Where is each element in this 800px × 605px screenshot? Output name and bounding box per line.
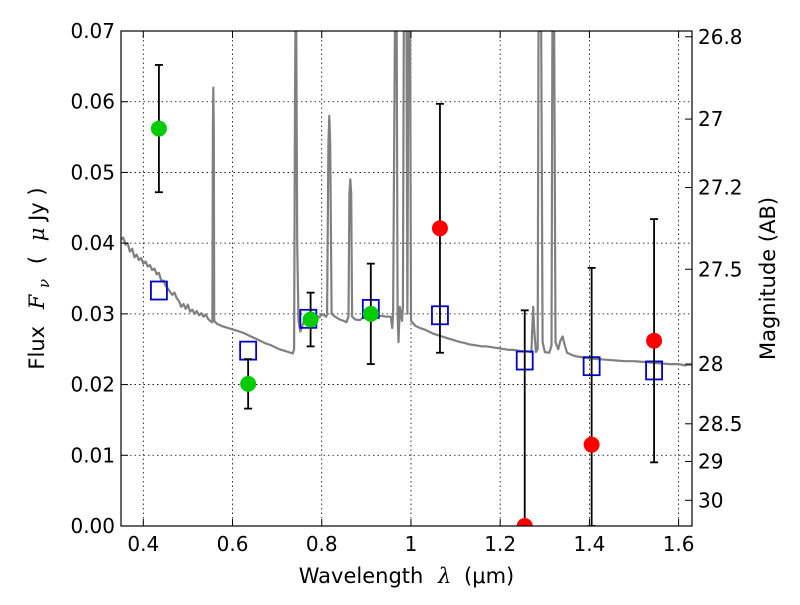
y2-tick-label: 29 bbox=[698, 450, 723, 474]
y2-tick-label: 27.2 bbox=[698, 176, 743, 200]
y-tick-label: 0.03 bbox=[70, 302, 115, 326]
y2-tick-label: 28 bbox=[698, 352, 723, 376]
y2-tick-label: 28.5 bbox=[698, 412, 743, 436]
observed-flux-point bbox=[240, 375, 257, 392]
y-tick-label: 0.06 bbox=[70, 90, 115, 114]
x-tick-label: 0.8 bbox=[306, 532, 338, 556]
x-tick-label: 1.2 bbox=[484, 532, 516, 556]
y-axis-label: Flux F ν ( μ Jy ) bbox=[25, 187, 54, 369]
observed-flux-point bbox=[431, 220, 448, 237]
x-axis-label-symbol: λ bbox=[437, 564, 451, 588]
x-tick-label: 0.6 bbox=[217, 532, 249, 556]
y-tick-label: 0.02 bbox=[70, 373, 115, 397]
x-tick-label: 1.4 bbox=[573, 532, 605, 556]
observed-flux-point bbox=[646, 332, 663, 349]
observed-flux-point bbox=[150, 120, 167, 137]
y2-tick-label: 27.5 bbox=[698, 257, 743, 281]
ticks: 0.4 0.6 0.8 1 1.2 1.4 1.6 0.00 0.01 0.02 0.03 0.04 0… bbox=[70, 19, 742, 556]
observed-flux-point bbox=[516, 518, 533, 526]
model-band-square bbox=[150, 280, 168, 301]
y-tick-label: 0.04 bbox=[70, 231, 115, 255]
observed-flux-point bbox=[583, 436, 600, 453]
x-tick-label: 1.6 bbox=[663, 532, 695, 556]
plot-frame bbox=[120, 30, 693, 527]
y-axis-label-symbol: F bbox=[25, 293, 49, 310]
y-axis-label-text: Flux bbox=[25, 326, 49, 370]
observed-flux-point bbox=[362, 305, 379, 322]
data-layer bbox=[121, 31, 692, 526]
y-axis-label-unit-open: ( bbox=[25, 256, 49, 264]
y-axis-label-unit-rest: Jy ) bbox=[25, 187, 49, 223]
y2-tick-label: 26.8 bbox=[698, 25, 743, 49]
y2-tick-label: 30 bbox=[698, 488, 723, 512]
x-tick-label: 0.4 bbox=[127, 532, 159, 556]
x-tick-label: 1 bbox=[405, 532, 418, 556]
x-axis-label-unit: (μm) bbox=[464, 564, 514, 588]
x-axis-label: Wavelength λ (μm) bbox=[299, 564, 514, 588]
y2-tick-label: 27 bbox=[698, 107, 723, 131]
y-tick-label: 0.07 bbox=[70, 19, 115, 43]
observed-flux-point bbox=[302, 311, 319, 328]
x-axis-label-text: Wavelength bbox=[299, 564, 424, 588]
y-axis-label-subscript: ν bbox=[35, 279, 53, 288]
y-tick-label: 0.05 bbox=[70, 160, 115, 184]
secondary-y-axis-label: Magnitude (AB) bbox=[756, 197, 780, 360]
y-tick-label: 0.00 bbox=[70, 514, 115, 538]
y-axis-label-unit-symbol: μ bbox=[25, 228, 49, 242]
y-tick-label: 0.01 bbox=[70, 443, 115, 467]
model-spectrum-line bbox=[121, 31, 692, 367]
